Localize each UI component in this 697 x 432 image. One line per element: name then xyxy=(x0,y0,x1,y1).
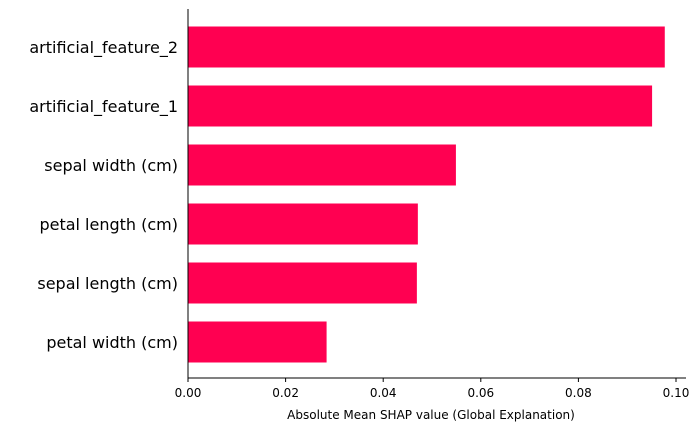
bar xyxy=(188,144,456,186)
x-tick-label: 0.02 xyxy=(272,386,299,400)
bar xyxy=(188,26,665,68)
category-label: artificial_feature_2 xyxy=(29,38,178,58)
category-label: sepal width (cm) xyxy=(44,156,178,175)
x-tick-label: 0.08 xyxy=(565,386,592,400)
category-label: petal length (cm) xyxy=(39,215,178,234)
category-label: sepal length (cm) xyxy=(37,274,178,293)
category-label: petal width (cm) xyxy=(46,333,178,352)
bar xyxy=(188,262,417,304)
x-tick-label: 0.00 xyxy=(175,386,202,400)
x-tick-label: 0.06 xyxy=(467,386,494,400)
bar xyxy=(188,321,327,363)
bar xyxy=(188,203,418,245)
x-tick-label: 0.10 xyxy=(663,386,690,400)
bar xyxy=(188,85,653,127)
bars-group xyxy=(188,26,665,363)
x-axis-label: Absolute Mean SHAP value (Global Explana… xyxy=(287,408,575,422)
category-labels: artificial_feature_2 artificial_feature_1… xyxy=(29,38,178,352)
category-label: artificial_feature_1 xyxy=(29,97,178,117)
x-axis: 0.00 0.02 0.04 0.06 0.08 0.10 xyxy=(175,377,690,400)
x-tick-label: 0.04 xyxy=(370,386,397,400)
